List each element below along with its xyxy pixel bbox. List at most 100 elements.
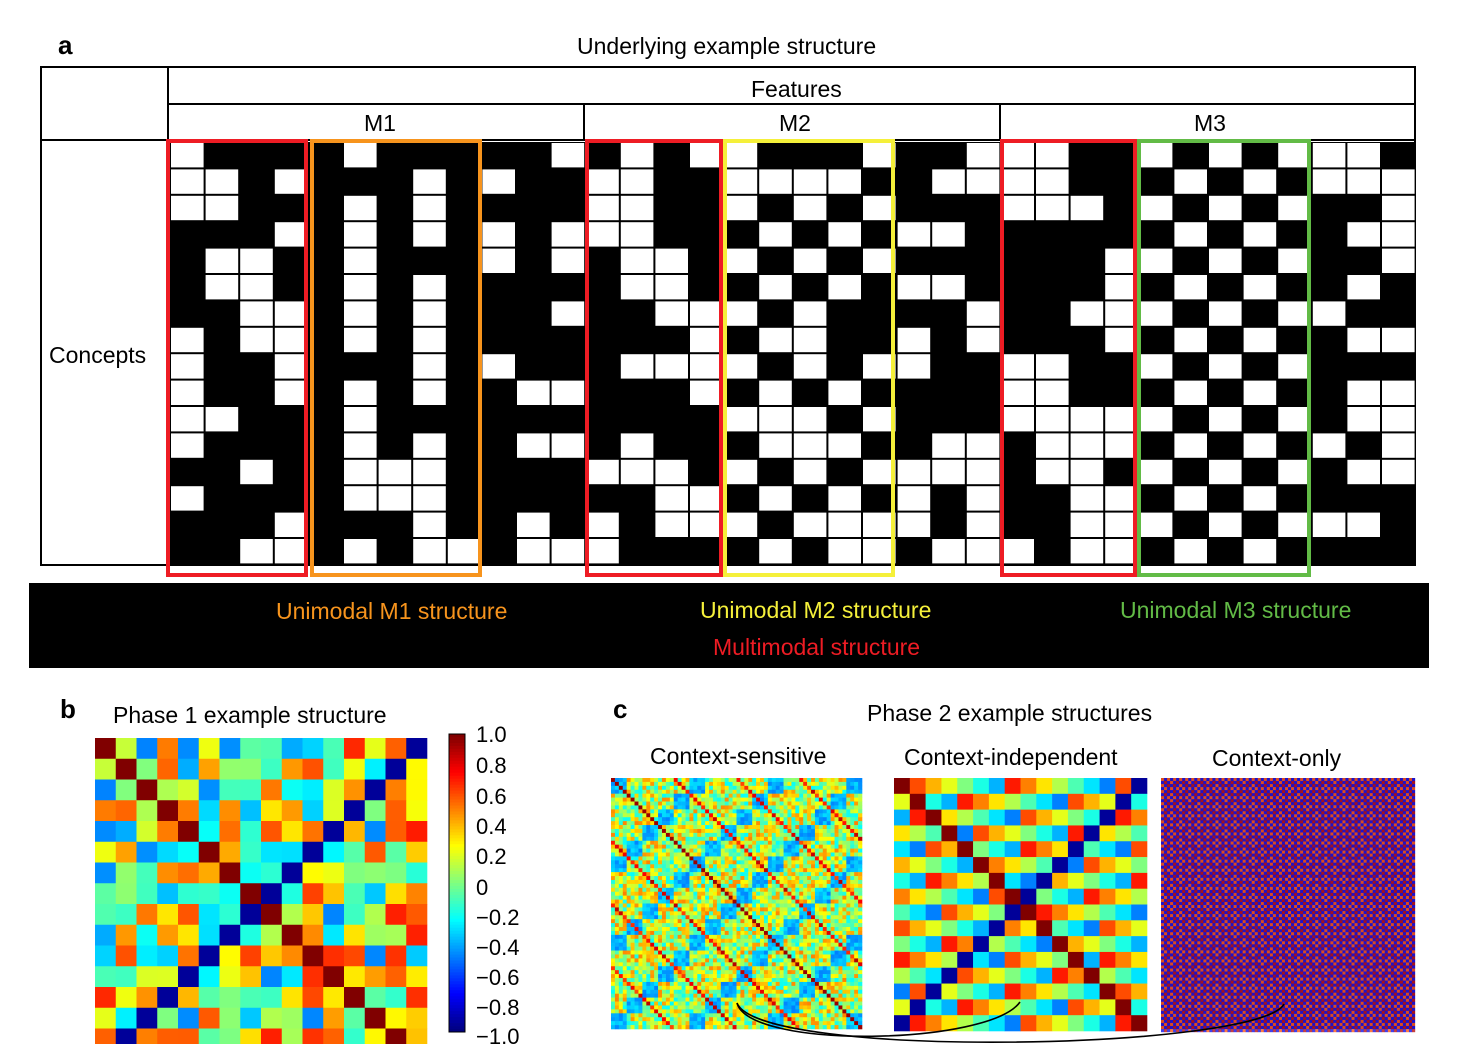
matrix-cell bbox=[701, 884, 705, 888]
matrix-cell bbox=[658, 900, 662, 904]
matrix-cell bbox=[760, 935, 764, 939]
matrix-cell bbox=[760, 1013, 764, 1017]
matrix-cell bbox=[116, 946, 137, 967]
matrix-cell bbox=[748, 853, 752, 857]
matrix-cell bbox=[787, 853, 791, 857]
matrix-cell bbox=[811, 1013, 815, 1017]
matrix-cell bbox=[642, 837, 646, 841]
matrix-cell bbox=[803, 931, 807, 935]
matrix-cell bbox=[756, 829, 760, 833]
matrix-cell bbox=[799, 919, 803, 923]
matrix-cell bbox=[819, 864, 823, 868]
matrix-cell bbox=[784, 849, 788, 853]
matrix-cell bbox=[705, 888, 709, 892]
matrix-cell bbox=[623, 1013, 627, 1017]
matrix-cell bbox=[776, 935, 780, 939]
matrix-cell bbox=[682, 951, 686, 955]
feature-cell-on bbox=[690, 354, 723, 378]
matrix-cell bbox=[638, 904, 642, 908]
matrix-cell bbox=[611, 990, 615, 994]
matrix-cell bbox=[807, 825, 811, 829]
matrix-cell bbox=[819, 809, 823, 813]
matrix-cell bbox=[850, 998, 854, 1002]
matrix-cell bbox=[717, 951, 721, 955]
matrix-cell bbox=[752, 1009, 756, 1013]
matrix-cell bbox=[838, 794, 842, 798]
matrix-cell bbox=[729, 907, 733, 911]
context-independent-label: Context-independent bbox=[904, 744, 1118, 771]
matrix-cell bbox=[650, 802, 654, 806]
matrix-cell bbox=[686, 911, 690, 915]
matrix-cell bbox=[850, 849, 854, 853]
matrix-cell bbox=[619, 947, 623, 951]
matrix-cell bbox=[662, 947, 666, 951]
matrix-cell bbox=[764, 943, 768, 947]
matrix-cell bbox=[729, 833, 733, 837]
matrix-cell bbox=[682, 837, 686, 841]
matrix-cell bbox=[642, 884, 646, 888]
matrix-cell bbox=[638, 998, 642, 1002]
matrix-cell bbox=[686, 860, 690, 864]
matrix-cell bbox=[815, 849, 819, 853]
matrix-cell bbox=[780, 907, 784, 911]
matrix-cell bbox=[178, 966, 199, 987]
matrix-cell bbox=[697, 790, 701, 794]
matrix-cell bbox=[827, 900, 831, 904]
matrix-cell bbox=[854, 849, 858, 853]
matrix-cell bbox=[627, 1021, 631, 1025]
matrix-cell bbox=[666, 927, 670, 931]
matrix-cell bbox=[795, 919, 799, 923]
feature-cell-on bbox=[863, 354, 896, 378]
matrix-cell bbox=[752, 845, 756, 849]
matrix-cell bbox=[842, 856, 846, 860]
matrix-cell bbox=[748, 978, 752, 982]
matrix-cell bbox=[1084, 857, 1100, 873]
matrix-cell bbox=[713, 919, 717, 923]
matrix-cell bbox=[654, 798, 658, 802]
matrix-cell bbox=[799, 911, 803, 915]
matrix-cell bbox=[642, 1021, 646, 1025]
matrix-cell bbox=[635, 1017, 639, 1021]
colorbar-segment bbox=[449, 949, 465, 952]
matrix-cell bbox=[835, 990, 839, 994]
matrix-cell bbox=[835, 825, 839, 829]
matrix-cell bbox=[709, 802, 713, 806]
matrix-cell bbox=[729, 1021, 733, 1025]
matrix-cell bbox=[827, 860, 831, 864]
matrix-cell bbox=[831, 841, 835, 845]
matrix-cell bbox=[615, 794, 619, 798]
matrix-cell bbox=[744, 994, 748, 998]
matrix-cell bbox=[740, 943, 744, 947]
colorbar-segment bbox=[449, 1023, 465, 1026]
matrix-cell bbox=[760, 1025, 764, 1029]
matrix-cell bbox=[635, 872, 639, 876]
matrix-cell bbox=[721, 876, 725, 880]
matrix-cell bbox=[838, 911, 842, 915]
matrix-cell bbox=[803, 939, 807, 943]
matrix-cell bbox=[689, 958, 693, 962]
matrix-cell bbox=[717, 919, 721, 923]
matrix-cell bbox=[697, 931, 701, 935]
feature-cell-on bbox=[1036, 143, 1069, 167]
matrix-cell bbox=[642, 856, 646, 860]
matrix-cell bbox=[764, 853, 768, 857]
matrix-cell bbox=[666, 994, 670, 998]
matrix-cell bbox=[709, 876, 713, 880]
matrix-cell bbox=[709, 966, 713, 970]
matrix-cell bbox=[748, 990, 752, 994]
matrix-cell bbox=[725, 813, 729, 817]
matrix-cell bbox=[682, 845, 686, 849]
matrix-cell bbox=[737, 990, 741, 994]
matrix-cell bbox=[615, 966, 619, 970]
matrix-cell bbox=[705, 809, 709, 813]
matrix-cell bbox=[619, 817, 623, 821]
matrix-cell bbox=[709, 911, 713, 915]
matrix-cell bbox=[752, 817, 756, 821]
matrix-cell bbox=[842, 1009, 846, 1013]
matrix-cell bbox=[323, 987, 344, 1008]
matrix-cell bbox=[654, 782, 658, 786]
feature-cell-on bbox=[1001, 143, 1034, 167]
matrix-cell bbox=[760, 805, 764, 809]
matrix-cell bbox=[697, 927, 701, 931]
matrix-cell bbox=[819, 998, 823, 1002]
